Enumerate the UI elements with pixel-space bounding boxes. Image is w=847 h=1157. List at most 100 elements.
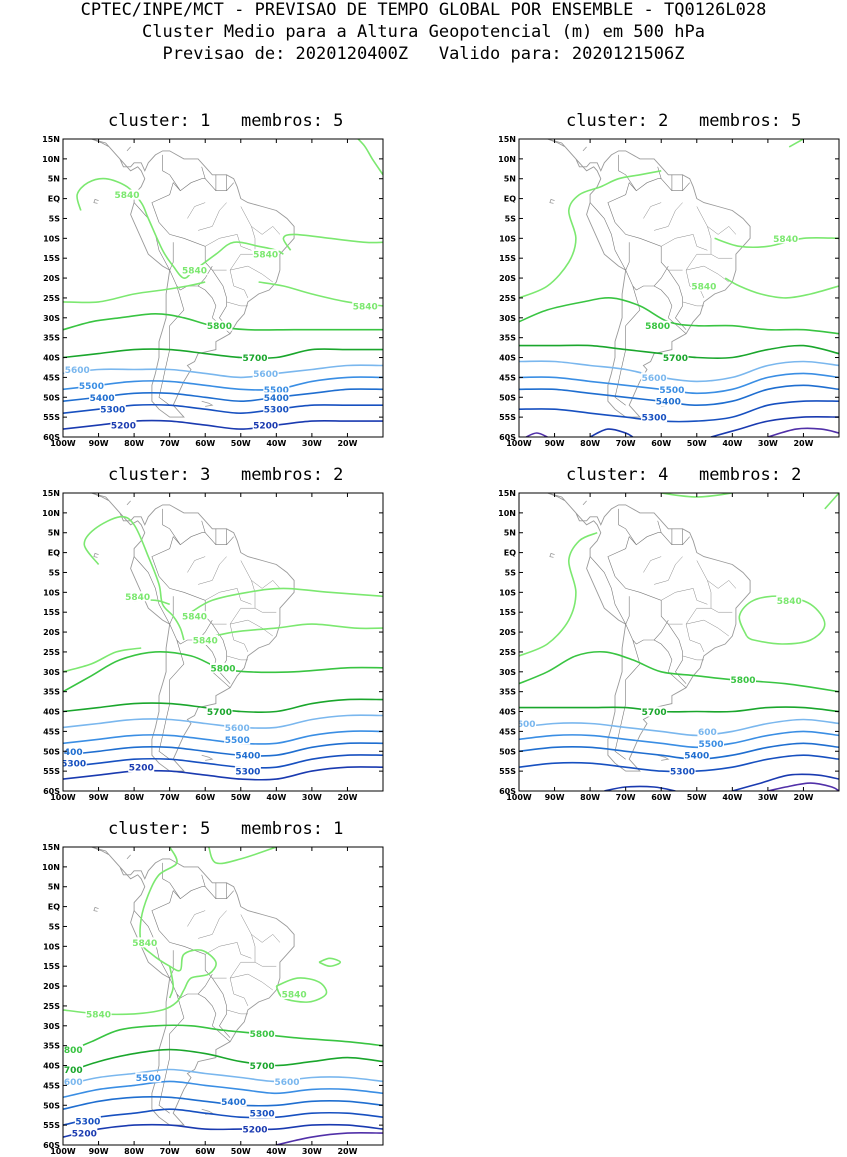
contour-5500 xyxy=(519,730,839,749)
country-border xyxy=(162,508,181,545)
contour-5200 xyxy=(710,416,839,437)
contour-label-5600: 5600 xyxy=(253,370,278,380)
state-border xyxy=(707,226,737,235)
lat-label: 25S xyxy=(499,648,516,657)
lat-label: 60S xyxy=(43,787,60,796)
lat-label: 35S xyxy=(43,688,60,697)
contour-label-bg xyxy=(135,1072,162,1083)
contour-label-bg xyxy=(71,1128,98,1139)
state-border xyxy=(233,993,249,1007)
island xyxy=(93,198,99,204)
contour-5600 xyxy=(63,364,383,379)
lon-label: 80W xyxy=(124,439,144,448)
lon-label: 70W xyxy=(160,439,180,448)
contour-label-5840: 5840 xyxy=(114,191,139,201)
contour-label-5500: 5500 xyxy=(225,736,250,746)
contour-5840 xyxy=(208,847,277,865)
contour-label-bg xyxy=(234,750,261,761)
lat-label: 60S xyxy=(499,433,516,442)
lat-label: 35S xyxy=(499,688,516,697)
state-border xyxy=(710,607,733,613)
lat-label: 50S xyxy=(43,393,60,402)
country-border xyxy=(657,520,662,533)
contour-label-bg xyxy=(690,281,717,292)
contour-label-bg xyxy=(281,989,308,1000)
contour-5840 xyxy=(714,236,839,249)
contour-label-bg xyxy=(252,368,279,379)
country-border xyxy=(162,862,181,899)
lat-label: 25S xyxy=(499,294,516,303)
cluster-1-title: cluster: 1 membros: 5 xyxy=(108,111,344,131)
state-border xyxy=(187,910,206,927)
contour-label-bg xyxy=(252,249,279,260)
state-border xyxy=(229,206,256,287)
contour-label-bg xyxy=(519,718,537,729)
contour-label-5600: 5600 xyxy=(58,1078,83,1088)
contour-label-bg xyxy=(658,384,685,395)
lon-label: 30W xyxy=(302,793,322,802)
country-border xyxy=(133,202,170,271)
contour-5840 xyxy=(519,531,598,657)
contour-5700 xyxy=(63,1048,383,1075)
contour-5840 xyxy=(168,966,175,999)
contour-label-5500: 5500 xyxy=(79,382,104,392)
contour-label-5400: 5400 xyxy=(58,748,83,758)
coastline xyxy=(89,493,295,772)
lat-label: 55S xyxy=(499,767,516,776)
map-frame xyxy=(62,846,384,1146)
contour-label-5600: 5600 xyxy=(274,1078,299,1088)
lon-label: 30W xyxy=(758,793,778,802)
contour-label-bg xyxy=(263,384,290,395)
contour-label-5500: 5500 xyxy=(136,1074,161,1084)
country-border xyxy=(607,532,690,577)
contour-5200 xyxy=(63,766,383,781)
lon-label: 80W xyxy=(580,793,600,802)
contour-label-5840: 5840 xyxy=(182,613,207,623)
contour-5840 xyxy=(724,277,839,299)
contour-label-bg xyxy=(263,404,290,415)
contour-label-5800: 5800 xyxy=(210,664,235,674)
contour-5840 xyxy=(519,170,662,299)
contour-label-5840: 5840 xyxy=(125,593,150,603)
lat-label: 20S xyxy=(499,628,516,637)
state-border xyxy=(205,942,252,959)
contour-label-bg xyxy=(234,766,261,777)
lon-label: 100W xyxy=(50,439,76,448)
contour-label-bg xyxy=(249,1108,276,1119)
contour-label-bg xyxy=(124,591,151,602)
lat-label: 10S xyxy=(43,588,60,597)
lat-label: 15N xyxy=(42,843,60,852)
contour-5840 xyxy=(83,515,185,641)
cluster-2-map: 5840 5840 5800 5700 5600 5500 5400 5300 15N 10N 5N… xyxy=(498,135,840,448)
contour-label-bg xyxy=(697,726,718,737)
state-border xyxy=(226,301,248,307)
lat-label: 35S xyxy=(499,334,516,343)
lat-label: 60S xyxy=(43,1141,60,1150)
contour-label-5700: 5700 xyxy=(58,1066,83,1076)
map-layer: 5840 5840 5840 5840 5800 5700 5600 5600 5500 5500… xyxy=(63,139,383,432)
lat-label: 55S xyxy=(499,413,516,422)
lon-label: 20W xyxy=(793,439,813,448)
contour-label-5840: 5840 xyxy=(86,1010,111,1020)
contour-label-5700: 5700 xyxy=(242,354,267,364)
contour-label-5840: 5840 xyxy=(691,283,716,293)
coastline xyxy=(545,493,751,772)
lat-label: 35S xyxy=(43,1042,60,1051)
country-border xyxy=(614,576,687,684)
contour-label-bg xyxy=(131,937,158,948)
country-border xyxy=(133,556,170,625)
lat-label: 40S xyxy=(43,1062,60,1071)
state-border xyxy=(233,285,249,299)
lon-label: 20W xyxy=(337,1147,357,1156)
contour-label-bg xyxy=(110,420,137,431)
lon-label: 30W xyxy=(302,1147,322,1156)
island xyxy=(93,906,99,912)
contour-label-5300: 5300 xyxy=(100,406,125,416)
contour-5840 xyxy=(190,587,383,613)
contour-label-bg xyxy=(181,611,208,622)
map-frame xyxy=(62,492,384,792)
lat-label: 40S xyxy=(43,708,60,717)
country-border xyxy=(201,520,206,533)
lat-label: 5S xyxy=(49,214,61,223)
state-border xyxy=(230,619,273,637)
